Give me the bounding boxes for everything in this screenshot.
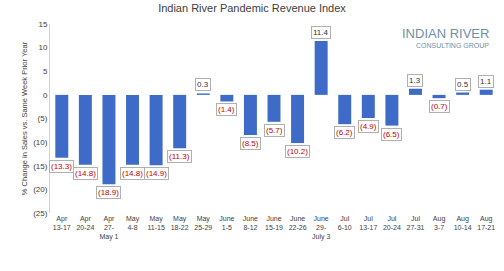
svg-text:Aug17-21: Aug17-21 — [477, 215, 495, 231]
svg-text:(11.3): (11.3) — [169, 152, 190, 161]
svg-text:11.4: 11.4 — [313, 28, 329, 37]
svg-text:5: 5 — [43, 67, 48, 76]
svg-text:0.3: 0.3 — [197, 80, 209, 89]
svg-text:(4.9): (4.9) — [360, 122, 377, 131]
svg-text:June1-5: June1-5 — [219, 215, 234, 231]
svg-text:Apr20-24: Apr20-24 — [76, 215, 94, 231]
svg-text:Indian River Pandemic Revenue: Indian River Pandemic Revenue Index — [158, 2, 346, 14]
svg-text:June29-July 3: June29-July 3 — [312, 215, 330, 241]
svg-text:June8-12: June8-12 — [243, 215, 258, 231]
svg-text:Jul6-10: Jul6-10 — [338, 215, 352, 231]
svg-text:(18.9): (18.9) — [98, 188, 119, 197]
svg-text:Jul13-17: Jul13-17 — [359, 215, 377, 231]
svg-text:Apr13-17: Apr13-17 — [53, 215, 71, 231]
svg-text:May4-8: May4-8 — [126, 215, 140, 231]
svg-text:15: 15 — [38, 20, 47, 29]
svg-text:Aug10-14: Aug10-14 — [454, 215, 472, 231]
svg-text:(14.8): (14.8) — [75, 169, 96, 178]
svg-text:(8.5): (8.5) — [242, 139, 259, 148]
svg-text:% Change in Sales vs. Same Wee: % Change in Sales vs. Same Week Prior Ye… — [20, 41, 29, 195]
svg-text:Aug3-7: Aug3-7 — [433, 215, 446, 231]
svg-text:(0.7): (0.7) — [431, 102, 448, 111]
svg-text:CONSULTING GROUP: CONSULTING GROUP — [416, 42, 489, 49]
svg-text:(15): (15) — [33, 162, 48, 171]
svg-text:Apr27-May 1: Apr27-May 1 — [99, 215, 118, 241]
svg-text:0: 0 — [43, 91, 48, 100]
svg-text:June22-26: June22-26 — [289, 215, 307, 231]
svg-text:May18-22: May18-22 — [171, 215, 189, 231]
svg-text:0.5: 0.5 — [457, 80, 469, 89]
svg-text:(6.5): (6.5) — [383, 130, 400, 139]
svg-text:(14.9): (14.9) — [146, 169, 167, 178]
svg-text:(1.4): (1.4) — [218, 105, 235, 114]
svg-text:(25): (25) — [33, 209, 48, 218]
svg-text:1.1: 1.1 — [480, 77, 492, 86]
svg-text:June15-19: June15-19 — [265, 215, 283, 231]
svg-text:May25-29: May25-29 — [194, 215, 212, 231]
svg-text:(10.2): (10.2) — [287, 147, 308, 156]
svg-text:(20): (20) — [33, 185, 48, 194]
svg-text:(14.8): (14.8) — [122, 169, 143, 178]
svg-text:Jul20-24: Jul20-24 — [383, 215, 401, 231]
svg-text:10: 10 — [38, 43, 47, 52]
svg-text:(10): (10) — [33, 138, 48, 147]
svg-text:(13.3): (13.3) — [51, 162, 72, 171]
svg-text:(5.7): (5.7) — [266, 126, 283, 135]
svg-text:Jul27-31: Jul27-31 — [407, 215, 425, 231]
svg-text:(5): (5) — [38, 114, 48, 123]
svg-text:(6.2): (6.2) — [336, 128, 353, 137]
svg-text:INDIAN RIVER: INDIAN RIVER — [402, 26, 489, 41]
svg-text:May11-15: May11-15 — [147, 215, 164, 231]
svg-text:1.3: 1.3 — [409, 76, 421, 85]
